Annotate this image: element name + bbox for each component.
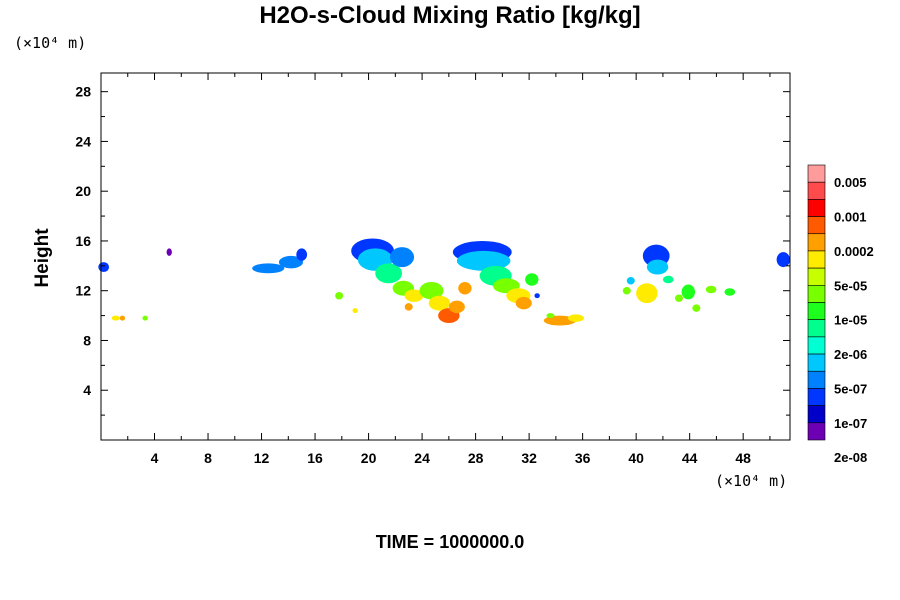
colorbar-label: 1e-07 xyxy=(834,416,867,431)
colorbar-swatch xyxy=(807,164,826,183)
y-tick-label: 8 xyxy=(83,332,91,348)
cloud-patch xyxy=(278,255,304,269)
cloud-patch xyxy=(622,286,631,295)
colorbar-swatch xyxy=(807,216,826,235)
cloud-patch xyxy=(525,273,539,286)
x-tick-label: 8 xyxy=(204,450,212,466)
cloud-patch xyxy=(296,248,308,261)
cloud-patch xyxy=(626,277,635,285)
y-tick-label: 4 xyxy=(83,382,91,398)
colorbar-swatch xyxy=(807,319,826,338)
chart-title: H2O-s-Cloud Mixing Ratio [kg/kg] xyxy=(259,2,641,29)
cloud-patch xyxy=(404,303,413,311)
colorbar-label: 5e-07 xyxy=(834,381,867,396)
y-tick-label: 28 xyxy=(75,84,91,100)
cloud-patch xyxy=(375,263,403,284)
cloud-patch xyxy=(428,295,451,311)
x-tick-label: 48 xyxy=(735,450,751,466)
colorbar-swatch xyxy=(807,181,826,200)
colorbar-swatch xyxy=(807,336,826,355)
colorbar-swatch xyxy=(807,370,826,389)
cloud-patch xyxy=(546,313,555,319)
y-tick-label: 12 xyxy=(75,283,91,299)
colorbar-swatch xyxy=(807,388,826,406)
cloud-patch xyxy=(456,250,511,271)
x-tick-label: 40 xyxy=(628,450,644,466)
x-tick-label: 16 xyxy=(307,450,323,466)
colorbar-swatch xyxy=(807,250,826,269)
cloud-patch xyxy=(534,293,540,299)
x-tick-label: 24 xyxy=(414,450,430,466)
cloud-patch xyxy=(166,248,172,256)
cloud-patch xyxy=(252,263,285,274)
cloud-patch xyxy=(389,247,415,268)
cloud-patch xyxy=(543,315,576,326)
cloud-patch xyxy=(646,259,669,275)
x-tick-label: 44 xyxy=(682,450,698,466)
y-tick-label: 24 xyxy=(75,133,91,149)
cloud-patch xyxy=(776,252,790,268)
x-tick-label: 4 xyxy=(151,450,159,466)
colorbar-swatch xyxy=(807,199,826,217)
colorbar-swatch xyxy=(807,302,826,320)
cloud-patch xyxy=(636,283,658,304)
plot-frame xyxy=(100,72,791,441)
cloud-patch xyxy=(335,291,344,300)
cloud-patch xyxy=(681,284,696,300)
colorbar-swatch xyxy=(807,285,826,303)
cloud-patch xyxy=(567,314,584,322)
colorbar-label: 1e-05 xyxy=(834,313,867,328)
x-tick-label: 36 xyxy=(575,450,591,466)
x-tick-label: 12 xyxy=(254,450,270,466)
y-tick-label: 20 xyxy=(75,183,91,199)
cloud-patch xyxy=(142,315,148,321)
cloud-patch xyxy=(458,282,472,295)
colorbar-swatch xyxy=(807,267,826,286)
colorbar-label: 2e-06 xyxy=(834,347,867,362)
x-tick-label: 28 xyxy=(468,450,484,466)
cloud-patch xyxy=(705,285,717,294)
y-tick-label: 16 xyxy=(75,233,91,249)
cloud-patch xyxy=(119,315,126,321)
time-label: TIME = 1000000.0 xyxy=(375,532,525,552)
cloud-patch xyxy=(98,262,110,273)
colorbar-label: 2e-08 xyxy=(834,450,867,465)
cloud-patch xyxy=(692,304,701,312)
colorbar-swatch xyxy=(807,233,826,252)
cloud-patch xyxy=(448,300,465,314)
colorbar-swatch xyxy=(807,405,826,424)
x-tick-label: 20 xyxy=(361,450,377,466)
colorbar-label: 0.001 xyxy=(834,210,867,225)
colorbar-swatch xyxy=(807,422,826,441)
colorbar-label: 0.0002 xyxy=(834,244,874,259)
colorbar-label: 5e-05 xyxy=(834,278,867,293)
cloud-patch xyxy=(724,288,736,296)
cloud-patch xyxy=(515,296,532,310)
x-axis-unit: (×10⁴ m) xyxy=(715,472,788,490)
cloud-patch xyxy=(674,294,683,302)
colorbar-label: 0.005 xyxy=(834,175,867,190)
x-tick-label: 32 xyxy=(521,450,537,466)
cloud-patch xyxy=(352,308,358,314)
cloud-patch xyxy=(404,289,424,302)
cloud-patch xyxy=(419,282,444,300)
cloud-patch xyxy=(662,275,674,284)
colorbar-swatch xyxy=(807,353,826,372)
y-axis-unit: (×10⁴ m) xyxy=(14,34,87,52)
cloud-patch xyxy=(111,315,120,321)
